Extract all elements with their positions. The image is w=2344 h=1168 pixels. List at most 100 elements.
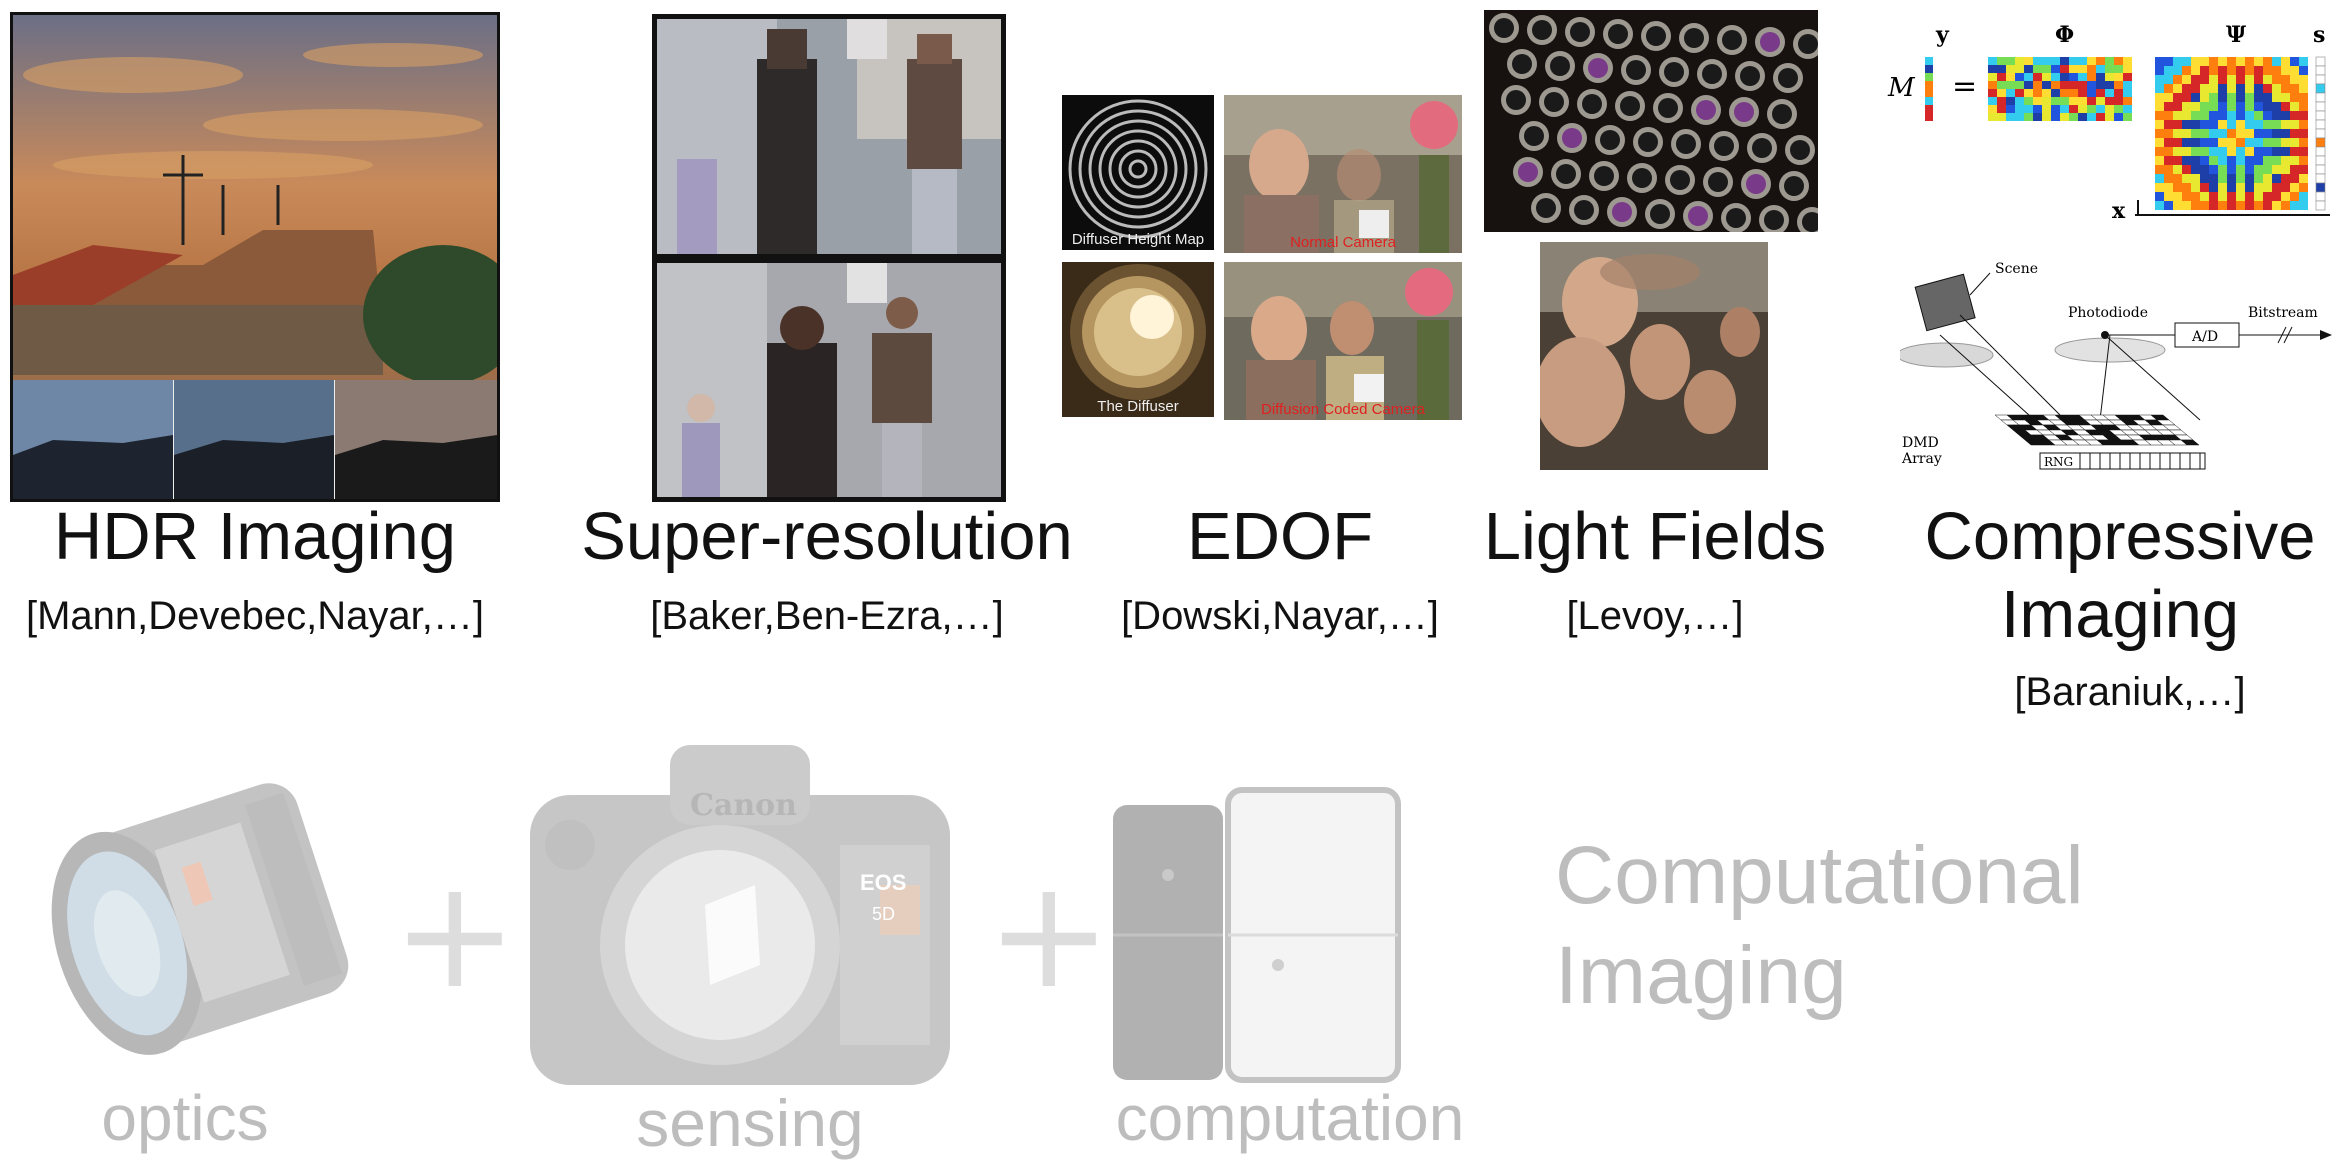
- light-field-camera-array-photo: [1484, 10, 1818, 232]
- lens-cell: [1589, 161, 1619, 191]
- computational-imaging-title-line2: Imaging: [1555, 930, 1847, 1021]
- s-vector: [2315, 56, 2326, 211]
- lens-cell: [1595, 125, 1625, 155]
- y-vector: [1925, 57, 1933, 121]
- lens-cell: [1691, 95, 1721, 125]
- lens-cutaway-illustration: [30, 770, 370, 1080]
- label-equals: =: [1952, 69, 1977, 104]
- normal-camera-blurred-image: [1224, 95, 1462, 253]
- lens-cell: [1671, 129, 1701, 159]
- superres-lowres-image: [657, 19, 1001, 254]
- lens-cell: [1519, 121, 1549, 151]
- label-m: M: [1887, 73, 1916, 103]
- edof-diffusion-coded-photo: Diffusion Coded Camera: [1224, 262, 1462, 420]
- label-scene: Scene: [1995, 261, 2038, 277]
- lens-cell: [1565, 17, 1595, 47]
- edof-caption-diffusion-coded-camera: Diffusion Coded Camera: [1261, 401, 1425, 418]
- edof-caption-normal-camera: Normal Camera: [1290, 234, 1396, 251]
- lens-cell: [1513, 157, 1543, 187]
- lens-cell: [1527, 15, 1557, 45]
- label-array: Array: [1901, 451, 1942, 467]
- lens-cell: [1755, 27, 1785, 57]
- camera-cutaway-illustration: Canon EOS 5D: [520, 735, 960, 1095]
- label-s: s: [2313, 22, 2325, 48]
- hdr-main-photo: [10, 12, 500, 502]
- lens-cell: [1793, 29, 1818, 59]
- plus-sign-2: +: [986, 848, 1112, 1022]
- camera-model-label: 5D: [872, 904, 895, 924]
- lens-cell: [1603, 19, 1633, 49]
- compressive-imaging-citation: [Baraniuk,…]: [2014, 670, 2246, 714]
- lens-cell: [1539, 87, 1569, 117]
- compressive-camera-diagram: Scene Photodiode A/D Bitstream DMD Array…: [1896, 255, 2340, 485]
- camera-eos-label: EOS: [860, 870, 906, 895]
- computer-icon: [1113, 787, 1401, 1083]
- label-bitstream: Bitstream: [2248, 305, 2318, 321]
- label-y: y: [1935, 22, 1950, 48]
- lens-cell: [1721, 203, 1751, 232]
- lens-cell: [1759, 205, 1789, 232]
- lens-cell: [1767, 99, 1797, 129]
- label-rng: RNG: [2044, 455, 2073, 469]
- lens-cell: [1735, 61, 1765, 91]
- lens-cell: [1615, 91, 1645, 121]
- hdr-imaging-title: HDR Imaging: [53, 499, 457, 574]
- label-psi: Ψ: [2226, 22, 2246, 48]
- lens-cell: [1697, 59, 1727, 89]
- lens-cell: [1785, 135, 1815, 165]
- lens-cell: [1557, 123, 1587, 153]
- lens-cell: [1641, 21, 1671, 51]
- lens-cell: [1501, 85, 1531, 115]
- lens-cell: [1729, 97, 1759, 127]
- optics-label: optics: [101, 1082, 269, 1154]
- computation-label: computation: [1115, 1082, 1465, 1154]
- lens-cell: [1645, 199, 1675, 229]
- lens-cell: [1659, 57, 1689, 87]
- light-fields-citation: [Levoy,…]: [1566, 594, 1744, 638]
- lens-cell: [1779, 171, 1809, 201]
- lens-cell: [1653, 93, 1683, 123]
- compressive-imaging-title-line2: Imaging: [2000, 577, 2240, 652]
- compressive-imaging-title-line1: Compressive: [1924, 499, 2316, 574]
- lens-cell: [1577, 89, 1607, 119]
- lens-cell: [1607, 197, 1637, 227]
- lens-cell: [1569, 195, 1599, 225]
- light-field-group-photo: [1540, 242, 1768, 470]
- lens-cell: [1709, 131, 1739, 161]
- super-resolution-citation: [Baker,Ben-Ezra,…]: [650, 594, 1004, 638]
- edof-caption-diffuser-height-map: Diffuser Height Map: [1071, 231, 1205, 248]
- dmd-array-pattern: [1994, 414, 2200, 446]
- edof-caption-the-diffuser: The Diffuser: [1097, 398, 1179, 415]
- superres-lowres-frame: [652, 14, 1006, 259]
- super-resolution-title: Super-resolution: [581, 499, 1073, 574]
- lens-cell: [1717, 25, 1747, 55]
- lens-cell: [1797, 207, 1818, 232]
- camera-icon: Canon EOS 5D: [530, 745, 950, 1085]
- label-dmd: DMD: [1902, 435, 1939, 451]
- diffuser-lens-image: [1062, 262, 1214, 417]
- lens-cell: [1703, 167, 1733, 197]
- lens-cell: [1665, 165, 1695, 195]
- label-photodiode: Photodiode: [2068, 305, 2148, 321]
- computational-imaging-title-line1: Computational: [1555, 830, 2084, 921]
- lens-cell: [1679, 23, 1709, 53]
- diffusion-coded-sharp-image: [1224, 262, 1462, 420]
- edof-diffuser-lens-photo: The Diffuser: [1062, 262, 1214, 417]
- group-faces-image: [1540, 242, 1768, 470]
- hdr-sunset-image: [13, 15, 497, 499]
- edof-citation: [Dowski,Nayar,…]: [1121, 594, 1439, 638]
- hdr-imaging-citation: [Mann,Devebec,Nayar,…]: [26, 594, 484, 638]
- lens-cell: [1551, 159, 1581, 189]
- superres-highres-image: [657, 263, 1001, 497]
- camera-array-image: [1484, 10, 1818, 232]
- lens-cell: [1627, 163, 1657, 193]
- plus-sign-1: +: [392, 848, 518, 1022]
- label-ad: A/D: [2191, 329, 2218, 345]
- light-fields-title: Light Fields: [1483, 499, 1827, 574]
- lens-cell: [1489, 13, 1519, 43]
- lens-cell: [1545, 51, 1575, 81]
- lens-cell: [1507, 49, 1537, 79]
- single-pixel-camera-diagram: Scene Photodiode A/D Bitstream DMD Array…: [1896, 261, 2332, 470]
- superres-highres-frame: [652, 258, 1006, 502]
- lens-cell: [1621, 55, 1651, 85]
